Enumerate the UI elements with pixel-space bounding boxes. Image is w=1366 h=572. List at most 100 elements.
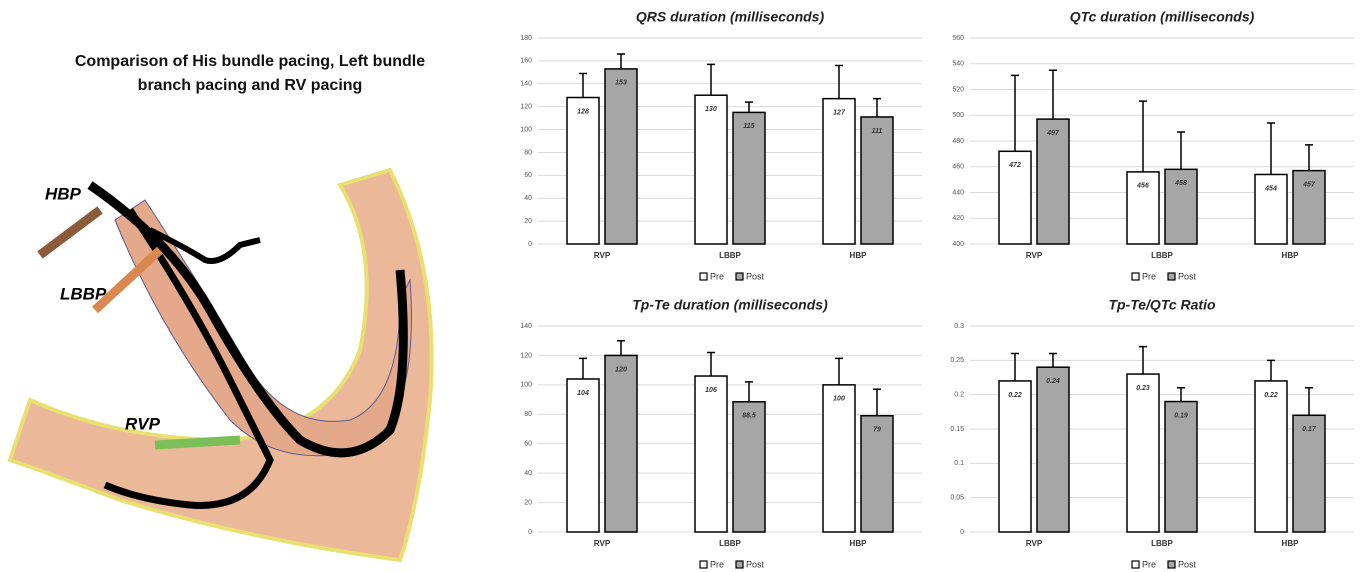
chart-title: QTc duration (milliseconds) <box>1070 9 1255 25</box>
y-tick-label: 140 <box>520 81 532 88</box>
label-lbbp: LBBP <box>60 284 107 303</box>
y-tick-label: 0 <box>960 529 964 536</box>
value-label: 153 <box>615 80 627 87</box>
value-label: 115 <box>743 123 754 130</box>
value-label: 0.24 <box>1046 378 1060 385</box>
value-label: 100 <box>833 396 845 403</box>
legend-label: Pre <box>1142 271 1156 281</box>
y-tick-label: 40 <box>524 470 532 477</box>
chart-title: Tp-Te/QTc Ratio <box>1108 297 1216 313</box>
error-bar <box>1177 132 1185 169</box>
value-label: 106 <box>705 387 717 394</box>
catheter-hbp <box>40 210 100 255</box>
legend-swatch <box>736 561 743 568</box>
x-tick-label: HBP <box>850 251 868 260</box>
y-tick-label: 560 <box>952 35 964 42</box>
value-label: 120 <box>615 366 627 373</box>
y-tick-label: 0.25 <box>950 357 964 364</box>
legend-swatch <box>700 273 707 280</box>
x-tick-label: HBP <box>850 539 868 548</box>
x-tick-label: LBBP <box>1151 539 1173 548</box>
value-label: 458 <box>1174 180 1187 187</box>
value-label: 111 <box>872 128 883 135</box>
x-tick-label: LBBP <box>1151 251 1173 260</box>
error-bar <box>1267 360 1275 381</box>
error-bar <box>835 358 843 384</box>
y-tick-label: 0.3 <box>954 323 964 330</box>
illustration-title: Comparison of His bundle pacing, Left bu… <box>55 50 445 98</box>
y-tick-label: 180 <box>520 35 532 42</box>
y-tick-label: 160 <box>520 58 532 65</box>
value-label: 0.22 <box>1008 392 1022 399</box>
legend-swatch <box>1168 561 1175 568</box>
legend-label: Pre <box>710 559 724 569</box>
bar <box>1037 119 1069 244</box>
y-tick-label: 120 <box>520 104 532 111</box>
error-bar <box>835 65 843 98</box>
bar <box>823 385 855 532</box>
error-bar <box>1011 353 1019 380</box>
y-tick-label: 0.15 <box>950 426 964 433</box>
y-tick-label: 0 <box>528 529 532 536</box>
x-tick-label: RVP <box>594 539 611 548</box>
x-tick-label: LBBP <box>719 539 741 548</box>
error-bar <box>1049 70 1057 119</box>
x-tick-label: HBP <box>1282 539 1300 548</box>
bar <box>695 376 727 532</box>
error-bar <box>745 102 753 112</box>
y-tick-label: 60 <box>524 172 532 179</box>
error-bar <box>617 54 625 69</box>
error-bar <box>617 341 625 356</box>
y-tick-label: 80 <box>524 149 532 156</box>
y-tick-label: 0.05 <box>950 495 964 502</box>
y-tick-label: 100 <box>520 382 532 389</box>
y-tick-label: 40 <box>524 195 532 202</box>
value-label: 128 <box>577 108 589 115</box>
y-tick-label: 60 <box>524 441 532 448</box>
label-hbp: HBP <box>45 184 82 203</box>
bar <box>1037 367 1069 532</box>
x-tick-label: RVP <box>1026 539 1043 548</box>
x-tick-label: RVP <box>594 251 611 260</box>
bar <box>999 381 1031 532</box>
error-bar <box>873 99 881 117</box>
y-tick-label: 500 <box>952 112 964 119</box>
y-tick-label: 140 <box>520 323 532 330</box>
y-tick-label: 460 <box>952 164 964 171</box>
error-bar <box>707 352 715 376</box>
y-tick-label: 0.2 <box>954 392 964 399</box>
bar <box>695 95 727 244</box>
value-label: 457 <box>1302 181 1316 188</box>
bar <box>733 112 765 244</box>
value-label: 0.19 <box>1174 412 1188 419</box>
y-tick-label: 20 <box>524 499 532 506</box>
chart-title: QRS duration (milliseconds) <box>636 9 825 25</box>
y-tick-label: 400 <box>952 241 964 248</box>
x-tick-label: RVP <box>1026 251 1043 260</box>
y-tick-label: 420 <box>952 215 964 222</box>
bar <box>733 402 765 532</box>
legend-label: Post <box>746 271 765 281</box>
bar <box>605 69 637 244</box>
error-bar <box>707 64 715 95</box>
value-label: 0.22 <box>1264 392 1278 399</box>
bar <box>861 117 893 244</box>
legend-swatch <box>1132 561 1139 568</box>
error-bar <box>579 73 587 97</box>
legend-swatch <box>1132 273 1139 280</box>
x-tick-label: HBP <box>1282 251 1300 260</box>
value-label: 0.17 <box>1302 426 1317 433</box>
value-label: 127 <box>833 109 846 116</box>
error-bar <box>1011 75 1019 151</box>
y-tick-label: 0 <box>528 241 532 248</box>
value-label: 454 <box>1264 185 1277 192</box>
legend-swatch <box>700 561 707 568</box>
legend-label: Post <box>1178 559 1197 569</box>
charts: QRS duration (milliseconds) 0 20 40 60 80 100 1… <box>500 0 1366 572</box>
error-bar <box>873 389 881 415</box>
error-bar <box>579 358 587 379</box>
error-bar <box>1139 101 1147 172</box>
bar <box>1165 402 1197 532</box>
legend-label: Pre <box>1142 559 1156 569</box>
value-label: 497 <box>1046 130 1060 137</box>
